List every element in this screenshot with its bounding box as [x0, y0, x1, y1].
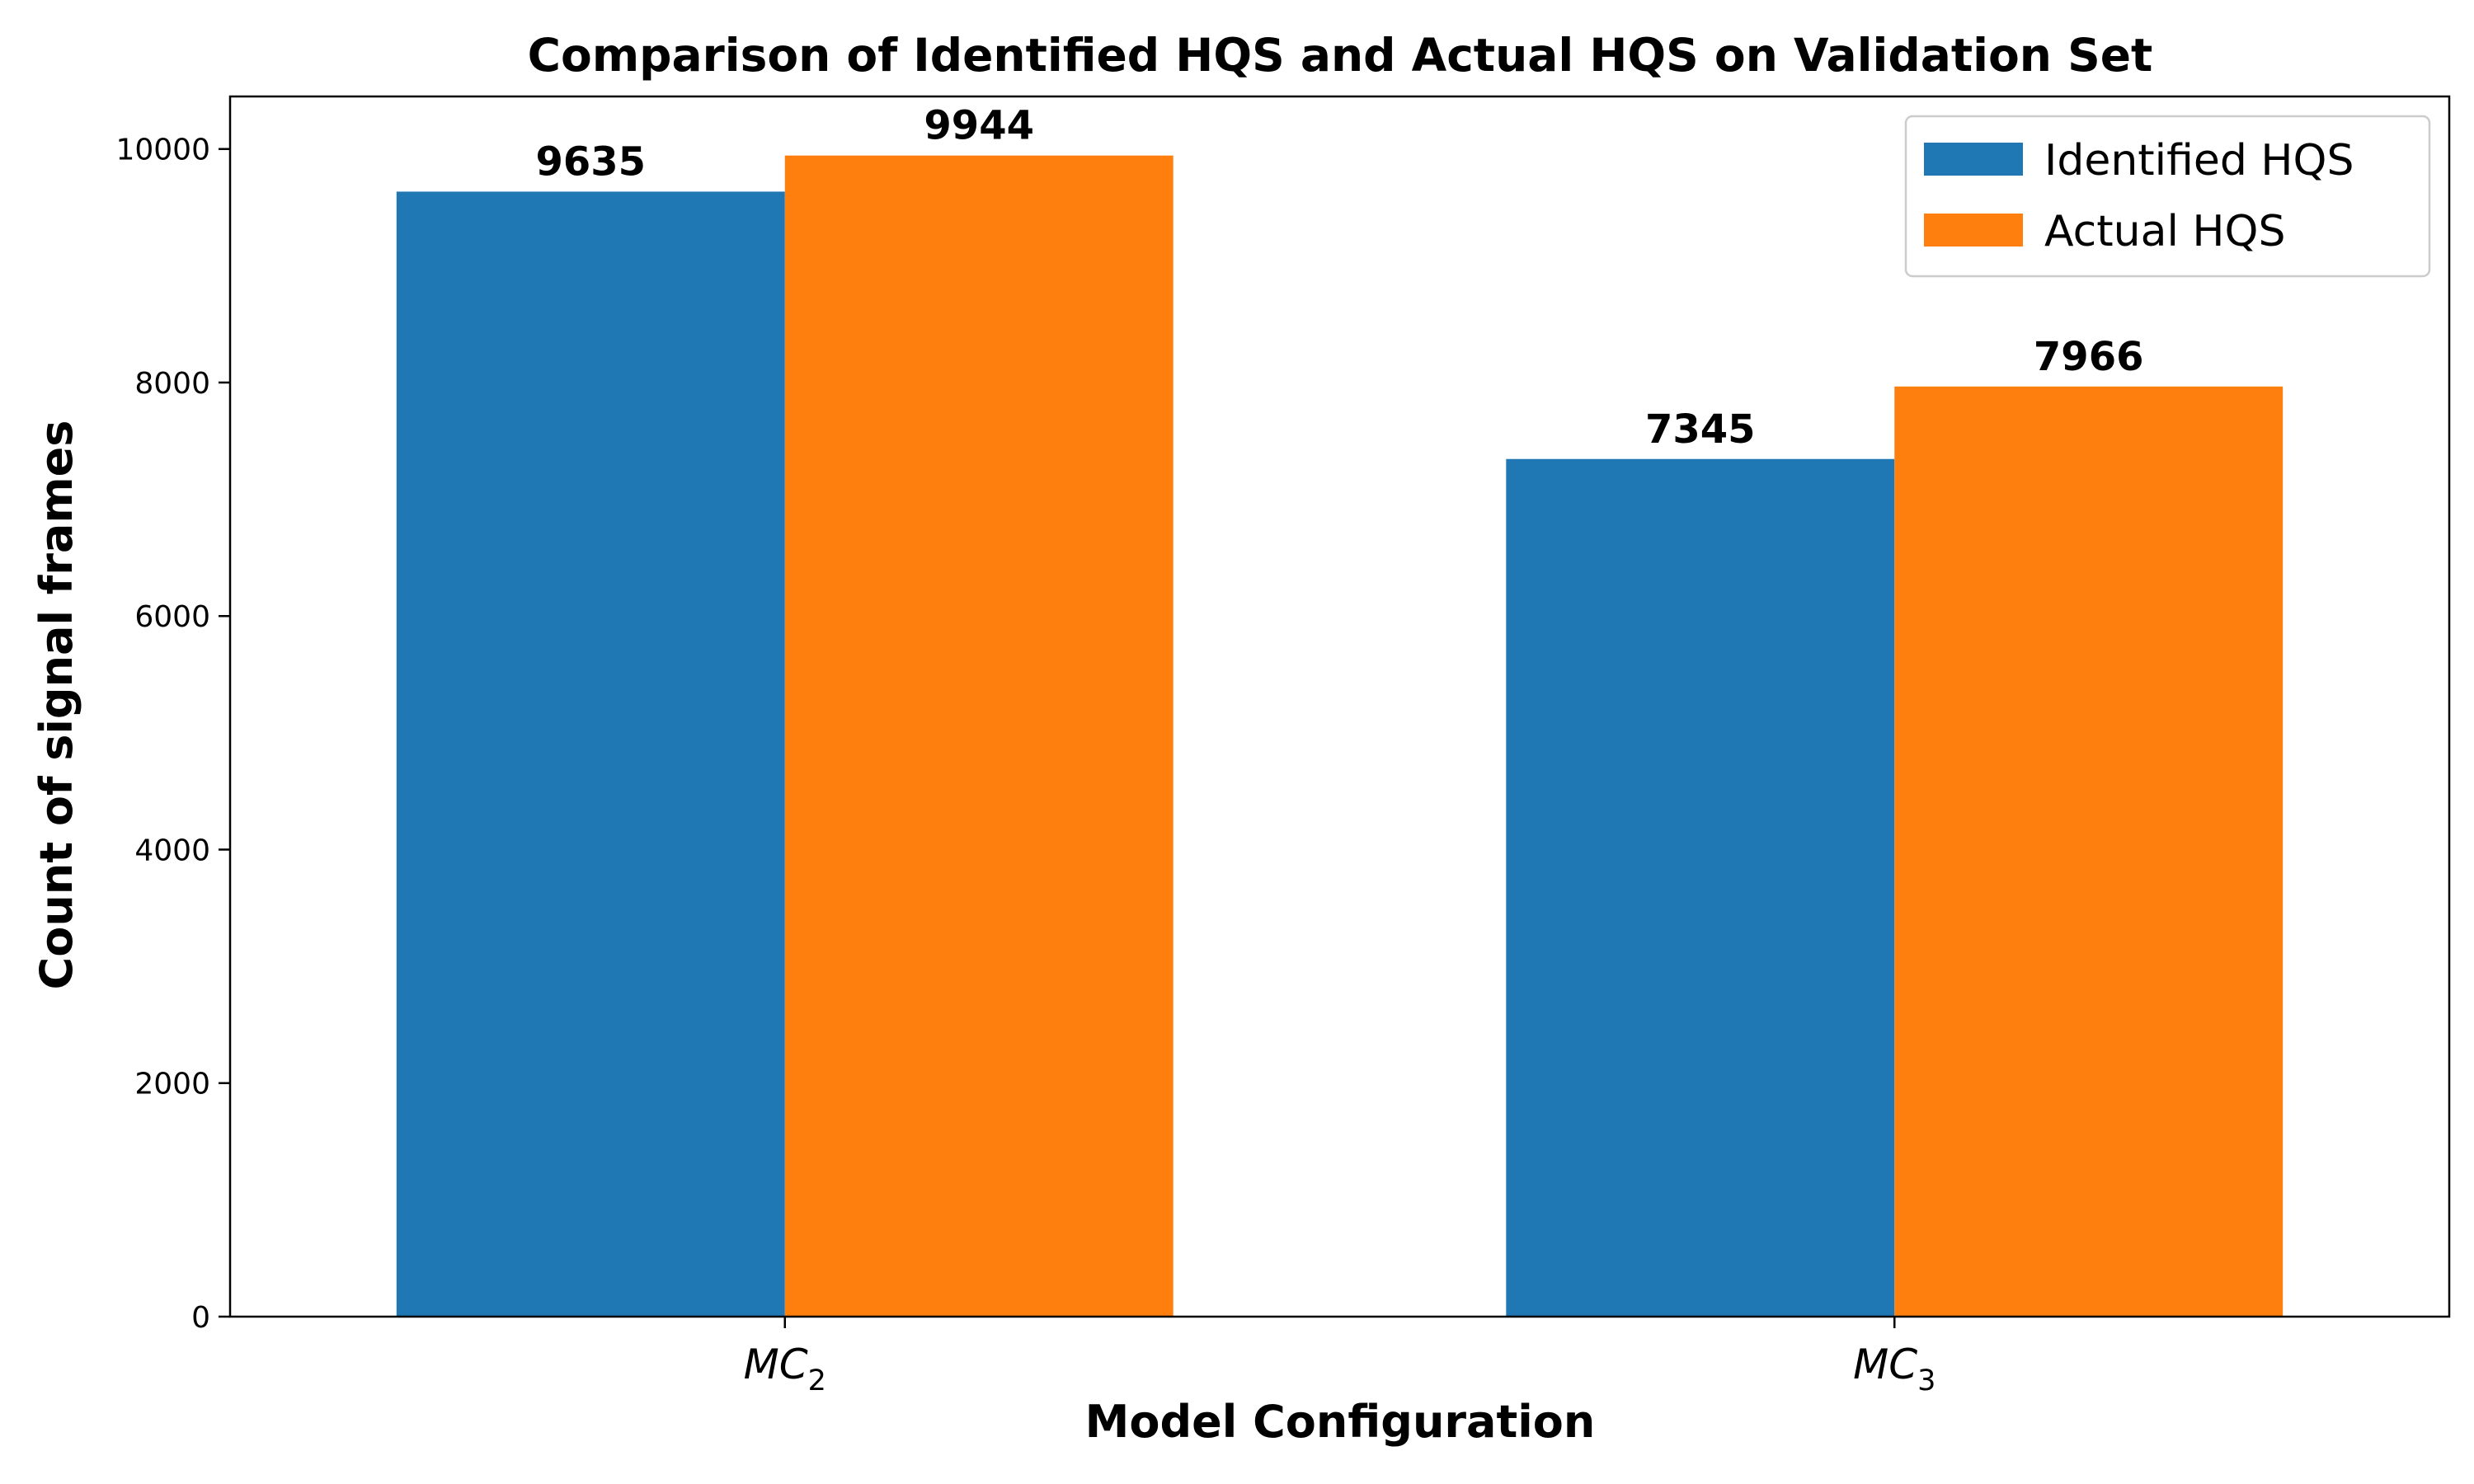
data-label: 9944 — [924, 103, 1034, 149]
legend-label: Identified HQS — [2044, 136, 2354, 186]
bar-identified-hqs-2 — [1506, 458, 1895, 1317]
chart-title: Comparison of Identified HQS and Actual … — [528, 29, 2153, 82]
legend-swatch — [1924, 214, 2023, 247]
legend-swatch — [1924, 143, 2023, 176]
plot-area: 9635 7345 9944 7966 0 2000 4000 6000 8000 10000 MC… — [115, 95, 2451, 1397]
y-tick-label: 2000 — [134, 1068, 210, 1101]
y-tick-label: 8000 — [134, 367, 210, 401]
data-label: 7345 — [1645, 406, 1756, 453]
x-tick-label: MC2 — [744, 1341, 826, 1397]
legend-box — [1904, 115, 2431, 278]
x-tick-label: MC3 — [1853, 1341, 1935, 1397]
data-label: 9635 — [535, 139, 646, 185]
data-label: 7966 — [2034, 334, 2144, 380]
legend-label: Actual HQS — [2044, 207, 2285, 256]
plot-frame — [228, 95, 2451, 1318]
bar-actual-hqs-2 — [1894, 386, 2284, 1317]
y-tick-label: 4000 — [134, 834, 210, 867]
bar-identified-hqs-1 — [396, 191, 785, 1317]
bar-actual-hqs-1 — [784, 155, 1174, 1317]
y-tick-label: 0 — [191, 1301, 210, 1335]
x-axis-title: Model Configuration — [1085, 1396, 1596, 1448]
y-axis-title: Count of signal frames — [31, 420, 82, 990]
y-tick-label: 10000 — [115, 134, 210, 167]
legend: Identified HQS Actual HQS — [1904, 115, 2431, 278]
y-tick-label: 6000 — [134, 600, 210, 634]
